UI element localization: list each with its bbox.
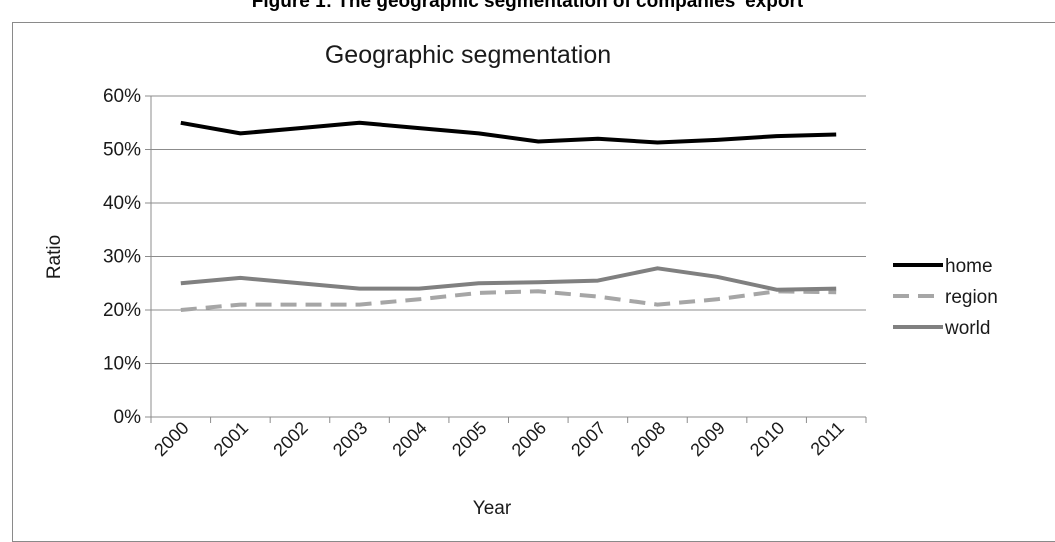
x-tick-label-2011: 2011 xyxy=(807,418,849,460)
x-tick-label-2000: 2000 xyxy=(150,418,192,460)
y-tick-label-60: 60% xyxy=(103,86,141,107)
y-tick-label-40: 40% xyxy=(103,193,141,214)
x-tick-label-2004: 2004 xyxy=(388,418,430,460)
legend-label-region: region xyxy=(945,287,998,308)
x-tick-label-2005: 2005 xyxy=(448,418,490,460)
y-tick-label-50: 50% xyxy=(103,140,141,161)
y-tick-label-0: 0% xyxy=(114,407,142,428)
x-tick-label-2010: 2010 xyxy=(746,418,788,460)
x-tick-label-2008: 2008 xyxy=(627,418,669,460)
y-axis-label: Ratio xyxy=(44,235,65,279)
x-tick-label-2002: 2002 xyxy=(269,418,311,460)
x-tick-label-2009: 2009 xyxy=(686,418,728,460)
line-chart: Geographic segmentation 0% 10% 20% 30% 40% 50… xyxy=(44,41,998,519)
x-axis-ticks: 2000 2001 2002 2003 2004 2005 2006 2007 2008 2009… xyxy=(150,417,867,460)
series-line-world xyxy=(180,266,837,292)
x-tick-label-2007: 2007 xyxy=(567,418,609,460)
figure-caption: Figure 1: The geographic segmentation of… xyxy=(0,0,1055,20)
legend-label-home: home xyxy=(945,256,993,277)
y-axis-ticks: 0% 10% 20% 30% 40% 50% 60% xyxy=(103,86,151,428)
gridlines xyxy=(151,95,866,364)
x-tick-label-2003: 2003 xyxy=(329,418,371,460)
series-lines xyxy=(180,120,837,312)
series-line-home xyxy=(180,120,837,145)
y-tick-label-10: 10% xyxy=(103,354,141,375)
legend-label-world: world xyxy=(944,318,990,339)
x-tick-label-2001: 2001 xyxy=(210,418,252,460)
series-line-region xyxy=(180,289,837,312)
chart-title: Geographic segmentation xyxy=(325,41,611,69)
x-tick-label-2006: 2006 xyxy=(508,418,550,460)
figure-caption-text: Figure 1: The geographic segmentation of… xyxy=(251,0,804,12)
y-tick-label-20: 20% xyxy=(103,300,141,321)
y-tick-label-30: 30% xyxy=(103,247,141,268)
x-axis-label: Year xyxy=(473,498,512,519)
chart-frame: Geographic segmentation 0% 10% 20% 30% 40% 50… xyxy=(12,22,1055,542)
legend: home region world xyxy=(893,256,998,339)
